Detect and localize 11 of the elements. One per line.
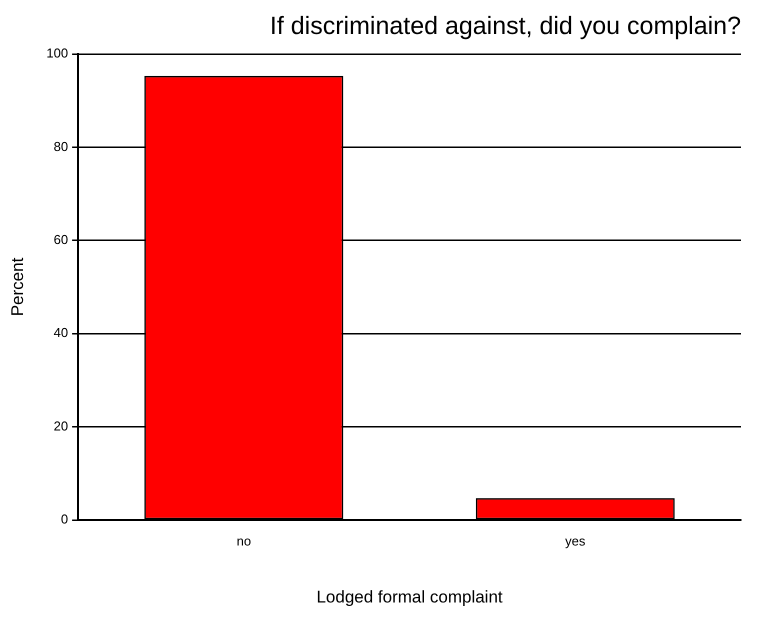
y-tick-label: 60 <box>54 232 68 247</box>
y-axis-title: Percent <box>8 257 27 316</box>
x-tick-label: no <box>236 533 252 548</box>
x-axis-title: Lodged formal complaint <box>316 587 503 606</box>
y-tick-label: 100 <box>46 46 68 61</box>
y-tick-label: 20 <box>54 418 68 434</box>
y-tick-label: 80 <box>54 138 68 154</box>
y-tick-label: 40 <box>54 325 68 340</box>
y-tick-label: 0 <box>60 512 68 527</box>
chart-title: If discriminated against, did you complain? <box>270 12 741 40</box>
x-tick-label: yes <box>565 533 586 548</box>
